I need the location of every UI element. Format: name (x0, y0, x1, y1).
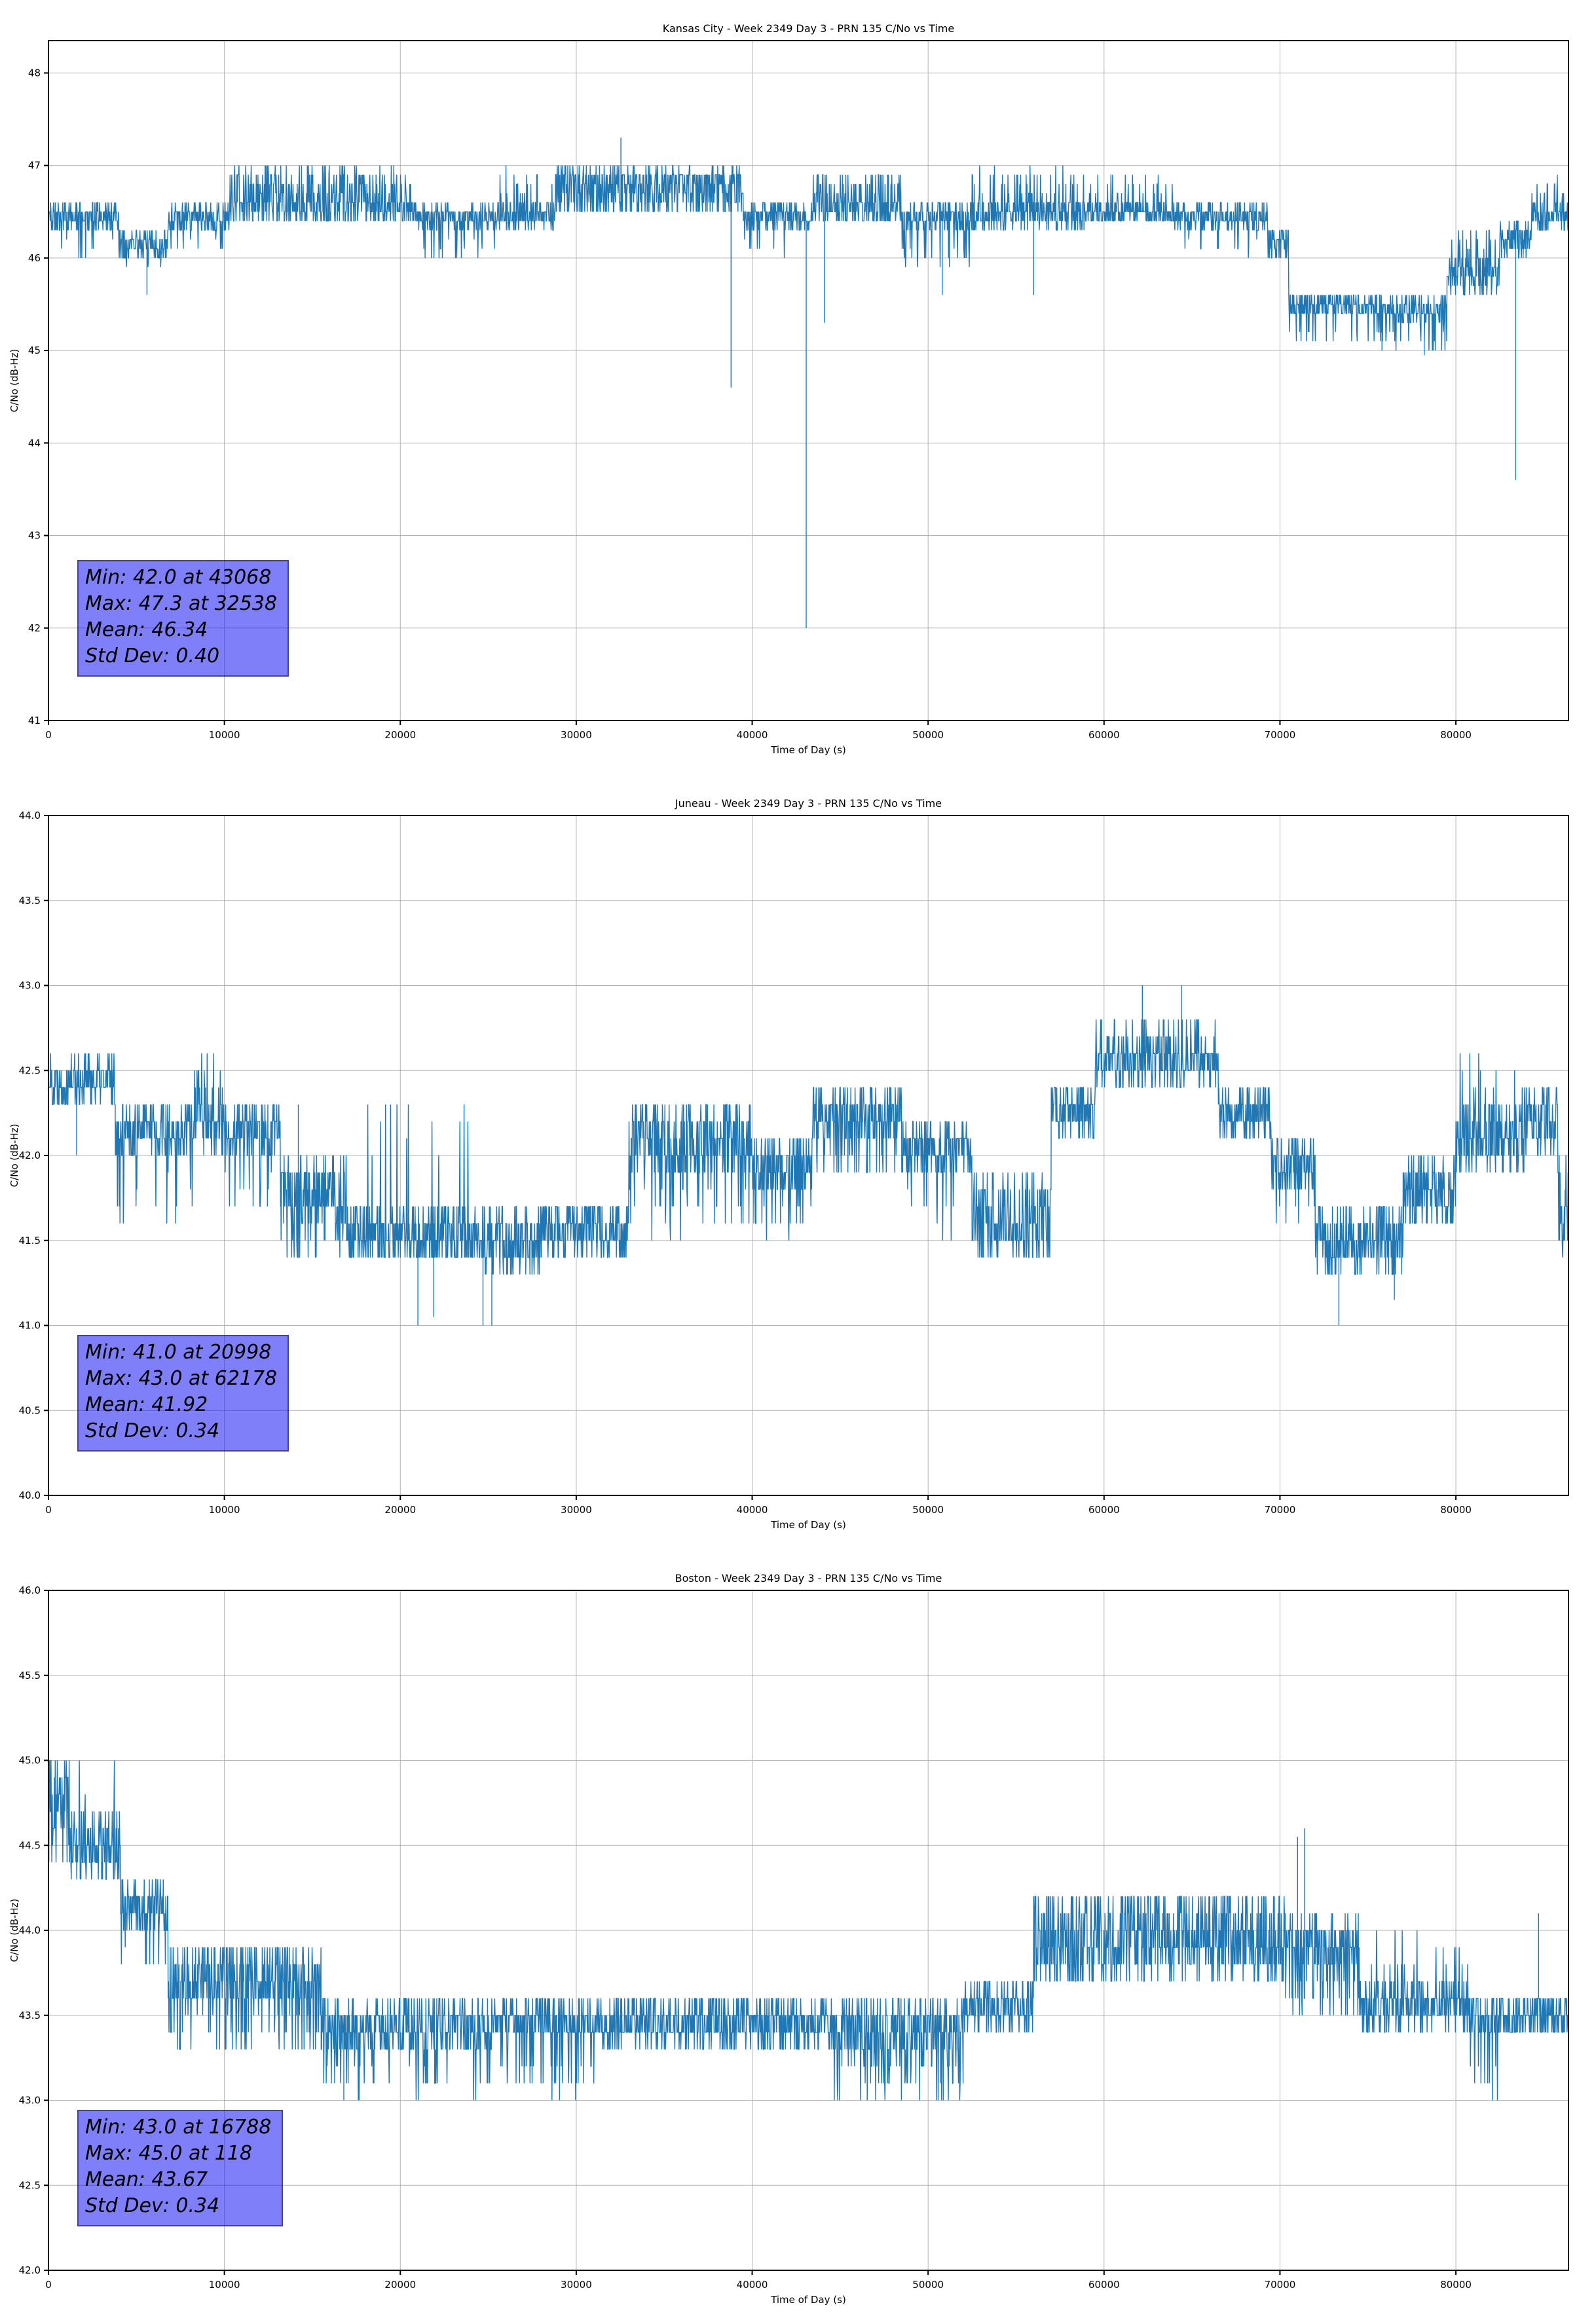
stat-min: Min: 42.0 at 43068 (85, 566, 272, 589)
x-tick-label: 80000 (1440, 729, 1472, 741)
y-axis-label: C/No (dB-Hz) (9, 1898, 20, 1962)
series-line (48, 985, 1569, 1326)
x-tick-label: 40000 (737, 1504, 768, 1516)
series-line (48, 1759, 1569, 2101)
stat-stddev: Std Dev: 0.34 (85, 2194, 220, 2217)
x-tick-label: 0 (45, 1504, 52, 1516)
plot-border (48, 40, 1569, 721)
y-tick-label: 43.5 (19, 895, 41, 907)
x-tick-label: 50000 (912, 2279, 944, 2291)
chart-title: Juneau - Week 2349 Day 3 - PRN 135 C/No … (675, 797, 942, 810)
y-tick-label: 43.0 (19, 2095, 41, 2107)
x-tick-label: 80000 (1440, 2279, 1472, 2291)
y-axis-label: C/No (dB-Hz) (9, 348, 20, 413)
tick-labels: 0 10000 20000 30000 40000 50000 60000 70000 8000… (19, 810, 1472, 1516)
chart-canvas-juneau: 0 10000 20000 30000 40000 50000 60000 70000 8000… (19, 810, 1569, 1516)
chart-title: Boston - Week 2349 Day 3 - PRN 135 C/No … (675, 1572, 942, 1584)
stat-min: Min: 43.0 at 16788 (85, 2116, 272, 2139)
x-tick-label: 10000 (209, 2279, 240, 2291)
y-tick-label: 43.0 (19, 980, 41, 992)
y-tick-label: 45.0 (19, 1755, 41, 1767)
stats-annotation: Min: 42.0 at 43068 Max: 47.3 at 32538 Me… (77, 560, 289, 677)
figure-boston: 0 10000 20000 30000 40000 50000 60000 70000 8000… (0, 1550, 1577, 2324)
x-tick-label: 0 (45, 729, 52, 741)
x-tick-label: 70000 (1265, 2279, 1296, 2291)
tick-labels: 0 10000 20000 30000 40000 50000 60000 70000 8000… (28, 67, 1472, 741)
x-tick-label: 60000 (1088, 729, 1120, 741)
stat-min: Min: 41.0 at 20998 (85, 1341, 272, 1364)
stat-mean: Mean: 46.34 (85, 618, 208, 641)
y-tick-label: 46.0 (19, 1584, 41, 1596)
x-tick-label: 20000 (384, 2279, 416, 2291)
tick-labels: 0 10000 20000 30000 40000 50000 60000 70000 8000… (19, 1584, 1472, 2291)
plot-border (48, 1590, 1569, 2271)
x-tick-label: 60000 (1088, 2279, 1120, 2291)
plot-border (48, 815, 1569, 1496)
y-tick-label: 44.0 (19, 1924, 41, 1936)
stats-annotation: Min: 43.0 at 16788 Max: 45.0 at 118 Mean… (77, 2110, 284, 2226)
x-axis-label: Time of Day (s) (771, 1519, 846, 1531)
chart-title: Kansas City - Week 2349 Day 3 - PRN 135 … (662, 22, 955, 35)
y-tick-label: 42 (28, 622, 41, 634)
y-tick-label: 42.0 (19, 1150, 41, 1161)
x-tick-label: 50000 (912, 1504, 944, 1516)
tick-marks (44, 72, 1457, 725)
y-tick-label: 44 (28, 437, 41, 449)
x-tick-label: 30000 (561, 729, 592, 741)
figure-juneau: 0 10000 20000 30000 40000 50000 60000 70000 8000… (0, 775, 1577, 1550)
x-tick-label: 80000 (1440, 1504, 1472, 1516)
y-tick-label: 45 (28, 345, 41, 356)
y-tick-label: 45.5 (19, 1670, 41, 1681)
tick-marks (44, 1590, 1457, 2275)
y-tick-label: 41.5 (19, 1235, 41, 1246)
x-tick-label: 40000 (737, 2279, 768, 2291)
stats-annotation: Min: 41.0 at 20998 Max: 43.0 at 62178 Me… (77, 1335, 289, 1452)
x-tick-label: 20000 (384, 729, 416, 741)
x-tick-label: 20000 (384, 1504, 416, 1516)
x-tick-label: 0 (45, 2279, 52, 2291)
y-tick-label: 46 (28, 252, 41, 264)
x-axis-label: Time of Day (s) (771, 2294, 846, 2306)
stat-stddev: Std Dev: 0.34 (85, 1419, 220, 1442)
series-line (48, 138, 1569, 628)
stat-max: Max: 45.0 at 118 (85, 2142, 252, 2165)
y-tick-label: 40.5 (19, 1404, 41, 1416)
y-tick-label: 43 (28, 530, 41, 542)
x-tick-label: 10000 (209, 1504, 240, 1516)
y-tick-label: 42.5 (19, 2179, 41, 2191)
stat-mean: Mean: 41.92 (85, 1393, 208, 1416)
x-tick-label: 70000 (1265, 729, 1296, 741)
y-tick-label: 47 (28, 160, 41, 172)
y-axis-label: C/No (dB-Hz) (9, 1123, 20, 1188)
y-tick-label: 40.0 (19, 1490, 41, 1501)
y-tick-label: 41 (28, 715, 41, 726)
y-tick-label: 44.0 (19, 810, 41, 821)
chart-canvas-boston: 0 10000 20000 30000 40000 50000 60000 70000 8000… (19, 1584, 1569, 2291)
y-tick-label: 48 (28, 67, 41, 79)
stat-mean: Mean: 43.67 (85, 2168, 208, 2191)
tick-marks (44, 815, 1457, 1500)
y-tick-label: 44.5 (19, 1839, 41, 1851)
y-tick-label: 41.0 (19, 1320, 41, 1332)
x-axis-label: Time of Day (s) (771, 744, 846, 756)
x-tick-label: 60000 (1088, 1504, 1120, 1516)
chart-canvas-kansas-city: 0 10000 20000 30000 40000 50000 60000 70000 8000… (28, 40, 1569, 741)
figure-kansas-city: 0 10000 20000 30000 40000 50000 60000 70000 8000… (0, 0, 1577, 775)
x-tick-label: 50000 (912, 729, 944, 741)
x-tick-label: 30000 (561, 1504, 592, 1516)
x-tick-label: 40000 (737, 729, 768, 741)
x-tick-label: 10000 (209, 729, 240, 741)
x-tick-label: 70000 (1265, 1504, 1296, 1516)
stat-max: Max: 47.3 at 32538 (85, 592, 278, 615)
stat-max: Max: 43.0 at 62178 (85, 1367, 278, 1390)
x-tick-label: 30000 (561, 2279, 592, 2291)
y-tick-label: 42.0 (19, 2264, 41, 2276)
y-tick-label: 43.5 (19, 2010, 41, 2021)
y-tick-label: 42.5 (19, 1064, 41, 1076)
stat-stddev: Std Dev: 0.40 (85, 645, 220, 667)
